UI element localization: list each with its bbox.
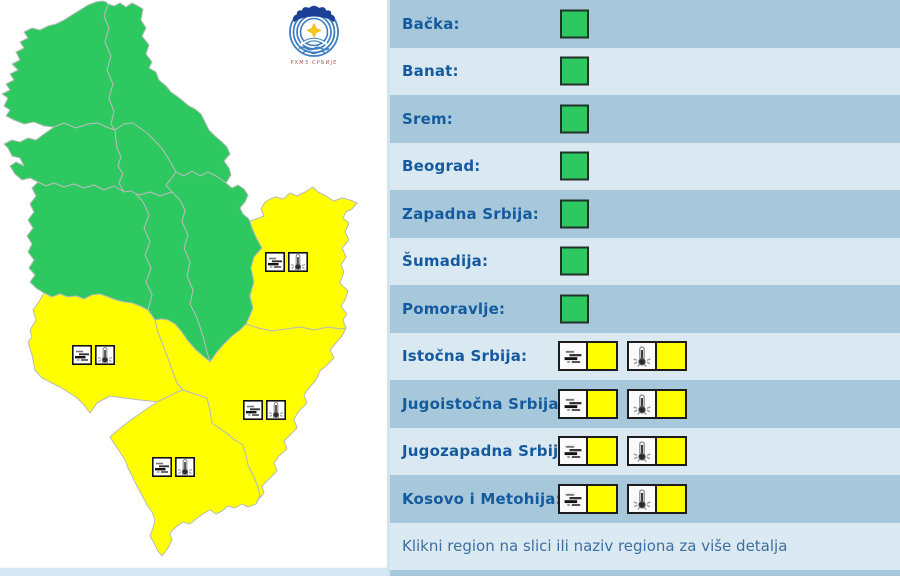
- region-link[interactable]: Banat:: [402, 62, 459, 81]
- rhmz-logo: РХМЗ СРБИЈЕ: [289, 5, 339, 66]
- region-link[interactable]: Beograd:: [402, 157, 481, 176]
- region-row-backa[interactable]: Bačka:: [390, 0, 900, 48]
- region-row-beograd[interactable]: Beograd:: [390, 142, 900, 190]
- warning-level-yellow: [588, 485, 616, 512]
- fog-icon: [560, 343, 588, 370]
- fog-warning-indicator: [558, 388, 618, 419]
- low-temperature-icon: [289, 253, 307, 271]
- fog-icon: [244, 401, 262, 419]
- logo-book: [301, 38, 327, 46]
- region-link[interactable]: Jugoistočna Srbija:: [402, 394, 565, 413]
- region-row-pomoravlje[interactable]: Pomoravlje:: [390, 285, 900, 333]
- region-row-kosovo-i-metohija[interactable]: Kosovo i Metohija:: [390, 475, 900, 523]
- low-temperature-icon: [629, 438, 657, 465]
- region-row-srem[interactable]: Srem:: [390, 95, 900, 143]
- fog-icon: [266, 253, 284, 271]
- warning-indicators: [558, 388, 687, 419]
- warning-indicators: [558, 436, 687, 467]
- fog-warning-indicator: [558, 341, 618, 372]
- region-link[interactable]: Srem:: [402, 109, 454, 128]
- logo-cloud: [293, 5, 335, 22]
- logo-sun: [306, 22, 322, 39]
- low-temperature-warning-indicator: [627, 341, 687, 372]
- region-link[interactable]: Kosovo i Metohija:: [402, 489, 562, 508]
- status-box-green: [560, 199, 589, 229]
- low-temperature-icon: [176, 458, 194, 476]
- warning-level-yellow: [657, 485, 685, 512]
- status-box-green: [560, 9, 589, 39]
- warning-level-yellow: [588, 343, 616, 370]
- region-row-jugoistocna-srbija[interactable]: Jugoistočna Srbija:: [390, 380, 900, 428]
- serbia-warning-map-panel: РХМЗ СРБИЈЕ: [0, 0, 390, 576]
- region-row-istocna-srbija[interactable]: Istočna Srbija:: [390, 332, 900, 380]
- status-box-green: [560, 151, 589, 181]
- map-region-zapadna-srbija[interactable]: [26, 181, 153, 311]
- region-row-zapadna-srbija[interactable]: Zapadna Srbija:: [390, 190, 900, 238]
- region-link[interactable]: Zapadna Srbija:: [402, 204, 539, 223]
- warning-level-yellow: [657, 390, 685, 417]
- serbia-map: [1, 0, 358, 557]
- status-box-green: [560, 294, 589, 324]
- region-row-banat[interactable]: Banat:: [390, 47, 900, 95]
- low-temperature-icon: [629, 390, 657, 417]
- region-row-jugozapadna-srbija[interactable]: Jugozapadna Srbija:: [390, 427, 900, 475]
- fog-warning-indicator: [558, 483, 618, 514]
- warning-level-yellow: [657, 343, 685, 370]
- fog-icon: [560, 485, 588, 512]
- status-box-green: [560, 56, 589, 86]
- instruction-text: Klikni region na slici ili naziv regiona…: [402, 537, 788, 556]
- region-link[interactable]: Istočna Srbija:: [402, 347, 528, 366]
- warning-indicators: [558, 341, 687, 372]
- fog-icon: [560, 438, 588, 465]
- low-temperature-icon: [629, 485, 657, 512]
- map-bottom-strip: [0, 567, 387, 576]
- map-region-backa[interactable]: [1, 0, 116, 131]
- map-region-banat[interactable]: [103, 2, 232, 184]
- fog-icon: [560, 390, 588, 417]
- warning-indicators: [558, 483, 687, 514]
- low-temperature-icon: [267, 401, 285, 419]
- low-temperature-icon: [96, 346, 114, 364]
- status-box-green: [560, 104, 589, 134]
- low-temperature-warning-indicator: [627, 388, 687, 419]
- logo-caption: РХМЗ СРБИЈЕ: [290, 60, 337, 66]
- map-region-srem[interactable]: [3, 122, 125, 193]
- low-temperature-icon: [629, 343, 657, 370]
- warning-level-yellow: [657, 438, 685, 465]
- low-temperature-warning-indicator: [627, 483, 687, 514]
- status-box-green: [560, 246, 589, 276]
- fog-warning-indicator: [558, 436, 618, 467]
- fog-icon: [153, 458, 171, 476]
- region-list-panel: Bačka: Banat: Srem: Beograd: Zapadna Srb…: [390, 0, 900, 576]
- instruction-bar: Klikni region na slici ili naziv regiona…: [390, 522, 900, 570]
- fog-icon: [73, 346, 91, 364]
- warning-level-yellow: [588, 390, 616, 417]
- region-link[interactable]: Šumadija:: [402, 252, 489, 271]
- warning-level-yellow: [588, 438, 616, 465]
- region-link[interactable]: Bačka:: [402, 14, 460, 33]
- bottom-row-strip: [390, 570, 900, 576]
- region-link[interactable]: Pomoravlje:: [402, 299, 506, 318]
- region-row-sumadija[interactable]: Šumadija:: [390, 237, 900, 285]
- region-link[interactable]: Jugozapadna Srbija:: [402, 442, 575, 461]
- logo-waves: [298, 46, 330, 51]
- low-temperature-warning-indicator: [627, 436, 687, 467]
